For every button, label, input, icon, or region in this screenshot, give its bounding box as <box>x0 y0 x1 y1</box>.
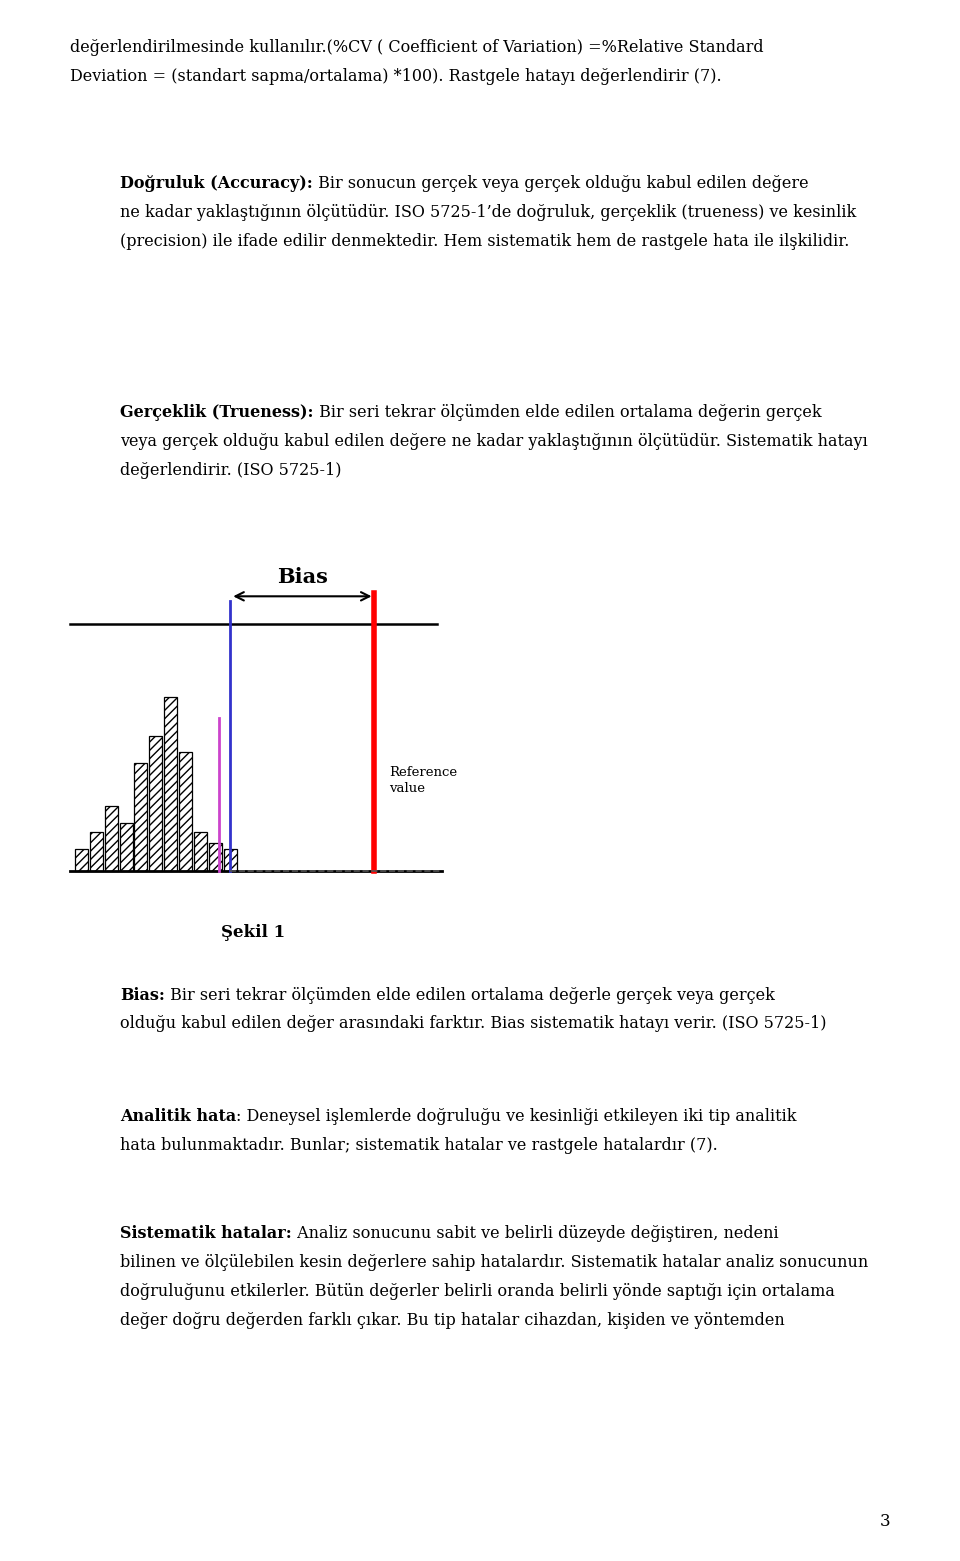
Text: ne kadar yaklaştığının ölçütüdür. ISO 5725-1’de doğruluk, gerçeklik (trueness) v: ne kadar yaklaştığının ölçütüdür. ISO 57… <box>120 203 856 220</box>
Bar <box>180 752 192 871</box>
Bar <box>164 698 178 871</box>
Text: veya gerçek olduğu kabul edilen değere ne kadar yaklaştığının ölçütüdür. Sistema: veya gerçek olduğu kabul edilen değere n… <box>120 434 868 450</box>
Text: bilinen ve ölçülebilen kesin değerlere sahip hatalardır. Sistematik hatalar anal: bilinen ve ölçülebilen kesin değerlere s… <box>120 1255 868 1271</box>
Bar <box>90 832 103 871</box>
Text: : Deneysel işlemlerde doğruluğu ve kesinliği etkileyen iki tip analitik: : Deneysel işlemlerde doğruluğu ve kesin… <box>236 1108 797 1125</box>
Bar <box>209 843 222 871</box>
Text: olduğu kabul edilen değer arasındaki farktır. Bias sistematik hatayı verir. (ISO: olduğu kabul edilen değer arasındaki far… <box>120 1016 827 1032</box>
Bar <box>150 737 162 871</box>
Text: Bias: Bias <box>277 567 327 587</box>
Text: Bias:: Bias: <box>120 987 165 1004</box>
Text: Deviation = (standart sapma/ortalama) *100). Rastgele hatayı değerlendirir (7).: Deviation = (standart sapma/ortalama) *1… <box>70 67 722 84</box>
Text: Bir seri tekrar ölçümden elde edilen ortalama değerin gerçek: Bir seri tekrar ölçümden elde edilen ort… <box>314 404 821 421</box>
Text: doğruluğunu etkilerler. Bütün değerler belirli oranda belirli yönde saptığı için: doğruluğunu etkilerler. Bütün değerler b… <box>120 1283 835 1300</box>
Bar <box>194 832 207 871</box>
Bar <box>105 805 118 871</box>
Bar <box>120 823 132 871</box>
Text: Analiz sonucunu sabit ve belirli düzeyde değiştiren, nedeni: Analiz sonucunu sabit ve belirli düzeyde… <box>292 1225 779 1243</box>
Bar <box>224 849 237 871</box>
Text: Şekil 1: Şekil 1 <box>222 924 285 941</box>
Text: Reference
value: Reference value <box>389 766 457 795</box>
Text: değerlendirir. (ISO 5725-1): değerlendirir. (ISO 5725-1) <box>120 462 342 479</box>
Text: Doğruluk (Accuracy):: Doğruluk (Accuracy): <box>120 175 313 192</box>
Text: Bir seri tekrar ölçümden elde edilen ortalama değerle gerçek veya gerçek: Bir seri tekrar ölçümden elde edilen ort… <box>165 987 775 1004</box>
Bar <box>75 849 87 871</box>
Text: Gerçeklik (Trueness):: Gerçeklik (Trueness): <box>120 404 314 421</box>
Text: Analitik hata: Analitik hata <box>120 1108 236 1125</box>
Text: değer doğru değerden farklı çıkar. Bu tip hatalar cihazdan, kişiden ve yöntemden: değer doğru değerden farklı çıkar. Bu ti… <box>120 1311 784 1328</box>
Bar <box>134 762 148 871</box>
Text: değerlendirilmesinde kullanılır.(%CV ( Coefficient of Variation) =%Relative Stan: değerlendirilmesinde kullanılır.(%CV ( C… <box>70 39 764 56</box>
Text: Sistematik hatalar:: Sistematik hatalar: <box>120 1225 292 1243</box>
Text: hata bulunmaktadır. Bunlar; sistematik hatalar ve rastgele hatalardır (7).: hata bulunmaktadır. Bunlar; sistematik h… <box>120 1136 718 1154</box>
Text: 3: 3 <box>879 1513 890 1530</box>
Text: Bir sonucun gerçek veya gerçek olduğu kabul edilen değere: Bir sonucun gerçek veya gerçek olduğu ka… <box>313 175 808 192</box>
Text: (precision) ile ifade edilir denmektedir. Hem sistematik hem de rastgele hata il: (precision) ile ifade edilir denmektedir… <box>120 233 850 250</box>
